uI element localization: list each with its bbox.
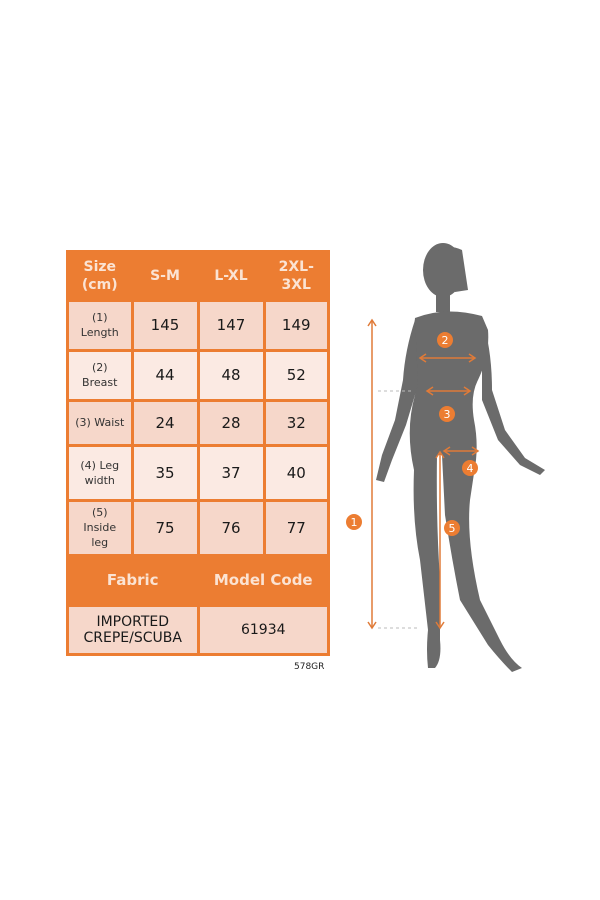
measurement-marker-4: 4 — [462, 460, 478, 476]
measurement-label: (2) Breast — [69, 351, 131, 399]
svg-text:2: 2 — [442, 334, 449, 347]
measurement-value: 35 — [133, 446, 197, 499]
measurement-marker-3: 3 — [439, 406, 455, 422]
svg-text:5: 5 — [449, 522, 456, 535]
measurement-value: 147 — [199, 301, 263, 349]
measurement-value: 145 — [133, 301, 197, 349]
measurement-value: 44 — [133, 351, 197, 399]
model-code-header: Model Code — [213, 571, 313, 589]
measurement-label: (5) Inside leg — [69, 501, 131, 554]
measurement-value: 76 — [199, 501, 263, 554]
size-chart-table: Size (cm) S-M L-XL 2XL- 3XL (1) Length 145 147… — [66, 250, 330, 656]
measurement-value: 149 — [265, 301, 327, 349]
measurement-value: 24 — [133, 401, 197, 444]
model-code-value: 61934 — [199, 606, 327, 653]
breast-arrow — [418, 353, 477, 363]
product-code: 578GR — [294, 662, 325, 672]
waist-arrow — [425, 386, 472, 396]
measurement-value: 28 — [199, 401, 263, 444]
measurement-label: (3) Waist — [69, 401, 131, 444]
silhouette — [376, 243, 545, 672]
length-arrow — [367, 318, 377, 630]
size-unit-header: Size (cm) — [69, 253, 131, 299]
fabric-header: Fabric — [106, 571, 159, 589]
size-column-header: S-M — [133, 253, 197, 299]
measurement-marker-1: 1 — [346, 514, 362, 530]
measurement-value: 48 — [199, 351, 263, 399]
measurement-value: 40 — [265, 446, 327, 499]
measurement-value: 75 — [133, 501, 197, 554]
measurement-label: (4) Leg width — [69, 446, 131, 499]
size-column-header: L-XL — [199, 253, 263, 299]
measurement-value: 77 — [265, 501, 327, 554]
measurement-marker-5: 5 — [444, 520, 460, 536]
svg-text:4: 4 — [467, 462, 474, 475]
leg-width-arrow — [442, 446, 480, 456]
measurement-marker-2: 2 — [437, 332, 453, 348]
inside-leg-arrow — [435, 450, 445, 630]
fabric-value: IMPORTED CREPE/SCUBA — [69, 606, 197, 653]
measurement-value: 37 — [199, 446, 263, 499]
measurement-value: 52 — [265, 351, 327, 399]
measurement-label: (1) Length — [69, 301, 131, 349]
size-column-header: 2XL- 3XL — [265, 253, 327, 299]
svg-text:3: 3 — [444, 408, 451, 421]
svg-text:1: 1 — [351, 516, 358, 529]
measurement-value: 32 — [265, 401, 327, 444]
